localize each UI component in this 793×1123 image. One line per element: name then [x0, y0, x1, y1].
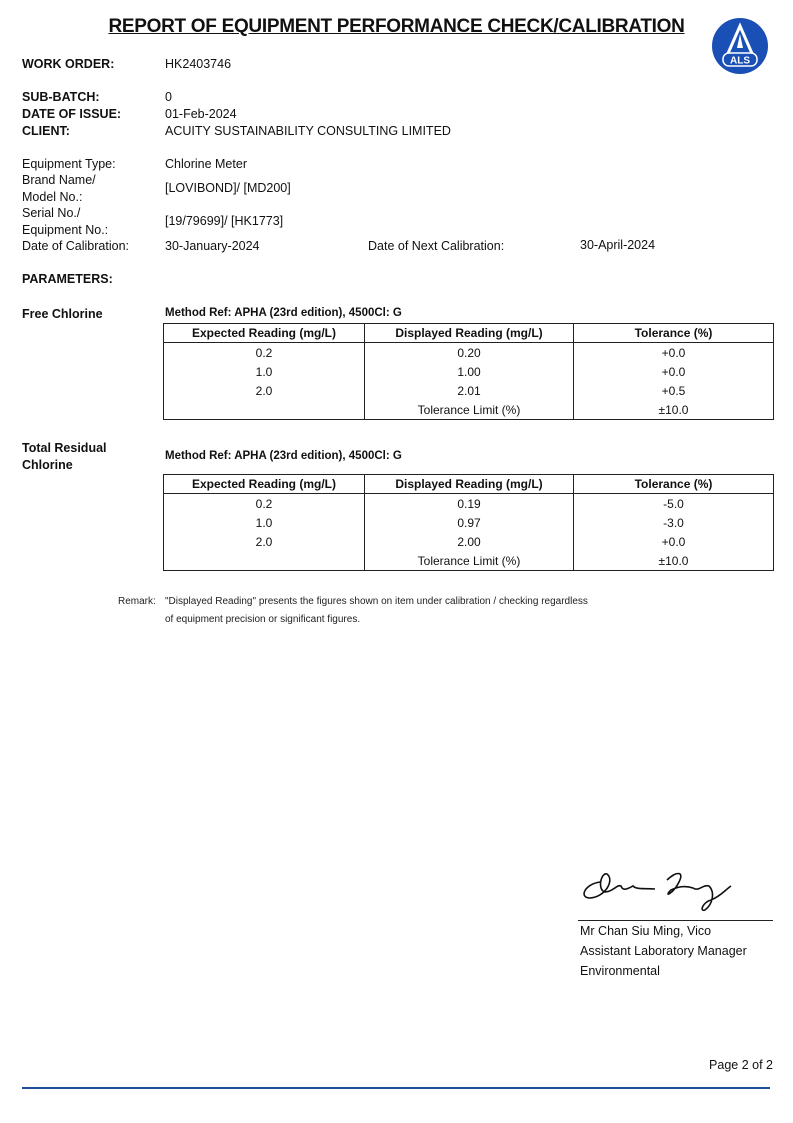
- date-of-issue-value: 01-Feb-2024: [165, 107, 237, 121]
- displayed-cell: 1.00: [364, 362, 574, 381]
- table-row: 0.2 0.19 -5.0: [163, 493, 774, 513]
- expected-cell: 2.0: [163, 532, 365, 551]
- table-row: 0.2 0.20 +0.0: [163, 342, 774, 362]
- tolerance-limit-label: Tolerance Limit (%): [364, 551, 574, 571]
- column-header: Displayed Reading (mg/L): [364, 323, 574, 343]
- table-row: 2.0 2.00 +0.0: [163, 532, 774, 551]
- expected-cell: 1.0: [163, 513, 365, 532]
- brand-value: [LOVIBOND]/ [MD200]: [165, 181, 291, 195]
- tolerance-cell: +0.0: [573, 342, 774, 362]
- work-order-value: HK2403746: [165, 57, 232, 71]
- serial-value: [19/79699]/ [HK1773]: [165, 214, 284, 228]
- tolerance-cell: +0.0: [573, 362, 774, 381]
- tolerance-cell: -5.0: [573, 493, 774, 513]
- column-header: Displayed Reading (mg/L): [364, 474, 574, 494]
- signature-line: [578, 920, 773, 921]
- section-free-chlorine: Free Chlorine: [22, 307, 103, 321]
- remark-line-1: "Displayed Reading" presents the figures…: [165, 596, 588, 607]
- method-ref: Method Ref: APHA (23rd edition), 4500Cl:…: [165, 450, 402, 462]
- method-ref: Method Ref: APHA (23rd edition), 4500Cl:…: [165, 307, 402, 319]
- expected-cell: 0.2: [163, 342, 365, 362]
- sub-batch-value: 0: [165, 90, 172, 104]
- date-of-issue-label: DATE OF ISSUE:: [22, 107, 122, 121]
- serial-label-1: Serial No./: [22, 206, 81, 220]
- tolerance-limit-value: ±10.0: [573, 551, 774, 571]
- expected-cell: 2.0: [163, 381, 365, 400]
- page-number: Page 2 of 2: [709, 1058, 773, 1072]
- free-chlorine-table: Expected Reading (mg/L) Displayed Readin…: [163, 323, 774, 420]
- serial-label-2: Equipment No.:: [22, 223, 109, 237]
- column-header: Expected Reading (mg/L): [163, 323, 365, 343]
- parameters-label: PARAMETERS:: [22, 272, 113, 286]
- expected-cell: 1.0: [163, 362, 365, 381]
- displayed-cell: 0.20: [364, 342, 574, 362]
- signatory-department: Environmental: [580, 964, 660, 978]
- displayed-cell: 0.19: [364, 493, 574, 513]
- als-logo: ALS: [712, 18, 768, 74]
- client-value: ACUITY SUSTAINABILITY CONSULTING LIMITED: [165, 124, 451, 138]
- table-row: 1.0 1.00 +0.0: [163, 362, 774, 381]
- section-total-residual-chlorine-2: Chlorine: [22, 458, 73, 472]
- tolerance-cell: +0.5: [573, 381, 774, 400]
- tolerance-limit-label: Tolerance Limit (%): [364, 400, 574, 420]
- empty-cell: [163, 551, 365, 571]
- section-total-residual-chlorine-1: Total Residual: [22, 441, 107, 455]
- report-title: REPORT OF EQUIPMENT PERFORMANCE CHECK/CA…: [108, 16, 685, 37]
- equipment-type-label: Equipment Type:: [22, 157, 116, 171]
- client-label: CLIENT:: [22, 124, 70, 138]
- calibration-date-label: Date of Calibration:: [22, 239, 130, 253]
- expected-cell: 0.2: [163, 493, 365, 513]
- work-order-label: WORK ORDER:: [22, 57, 115, 71]
- table-row: 1.0 0.97 -3.0: [163, 513, 774, 532]
- column-header: Expected Reading (mg/L): [163, 474, 365, 494]
- brand-label-1: Brand Name/: [22, 173, 96, 187]
- signatory-title: Assistant Laboratory Manager: [580, 944, 747, 958]
- footer-line: [22, 1087, 770, 1089]
- column-header: Tolerance (%): [573, 323, 774, 343]
- total-residual-chlorine-table: Expected Reading (mg/L) Displayed Readin…: [163, 474, 774, 571]
- displayed-cell: 0.97: [364, 513, 574, 532]
- svg-text:ALS: ALS: [730, 56, 750, 67]
- tolerance-cell: -3.0: [573, 513, 774, 532]
- tolerance-limit-row: Tolerance Limit (%) ±10.0: [163, 551, 774, 571]
- calibration-date-value: 30-January-2024: [165, 239, 260, 253]
- empty-cell: [163, 400, 365, 420]
- signatory-name: Mr Chan Siu Ming, Vico: [580, 924, 712, 938]
- table-row: 2.0 2.01 +0.5: [163, 381, 774, 400]
- tolerance-limit-value: ±10.0: [573, 400, 774, 420]
- remark-line-2: of equipment precision or significant fi…: [165, 614, 361, 625]
- tolerance-limit-row: Tolerance Limit (%) ±10.0: [163, 400, 774, 420]
- signature: [583, 872, 732, 912]
- tolerance-cell: +0.0: [573, 532, 774, 551]
- next-calibration-label: Date of Next Calibration:: [368, 239, 505, 253]
- next-calibration-value: 30-April-2024: [580, 238, 656, 252]
- displayed-cell: 2.01: [364, 381, 574, 400]
- brand-label-2: Model No.:: [22, 190, 83, 204]
- displayed-cell: 2.00: [364, 532, 574, 551]
- equipment-type-value: Chlorine Meter: [165, 157, 247, 171]
- remark-label: Remark:: [118, 596, 156, 607]
- sub-batch-label: SUB-BATCH:: [22, 90, 100, 104]
- column-header: Tolerance (%): [573, 474, 774, 494]
